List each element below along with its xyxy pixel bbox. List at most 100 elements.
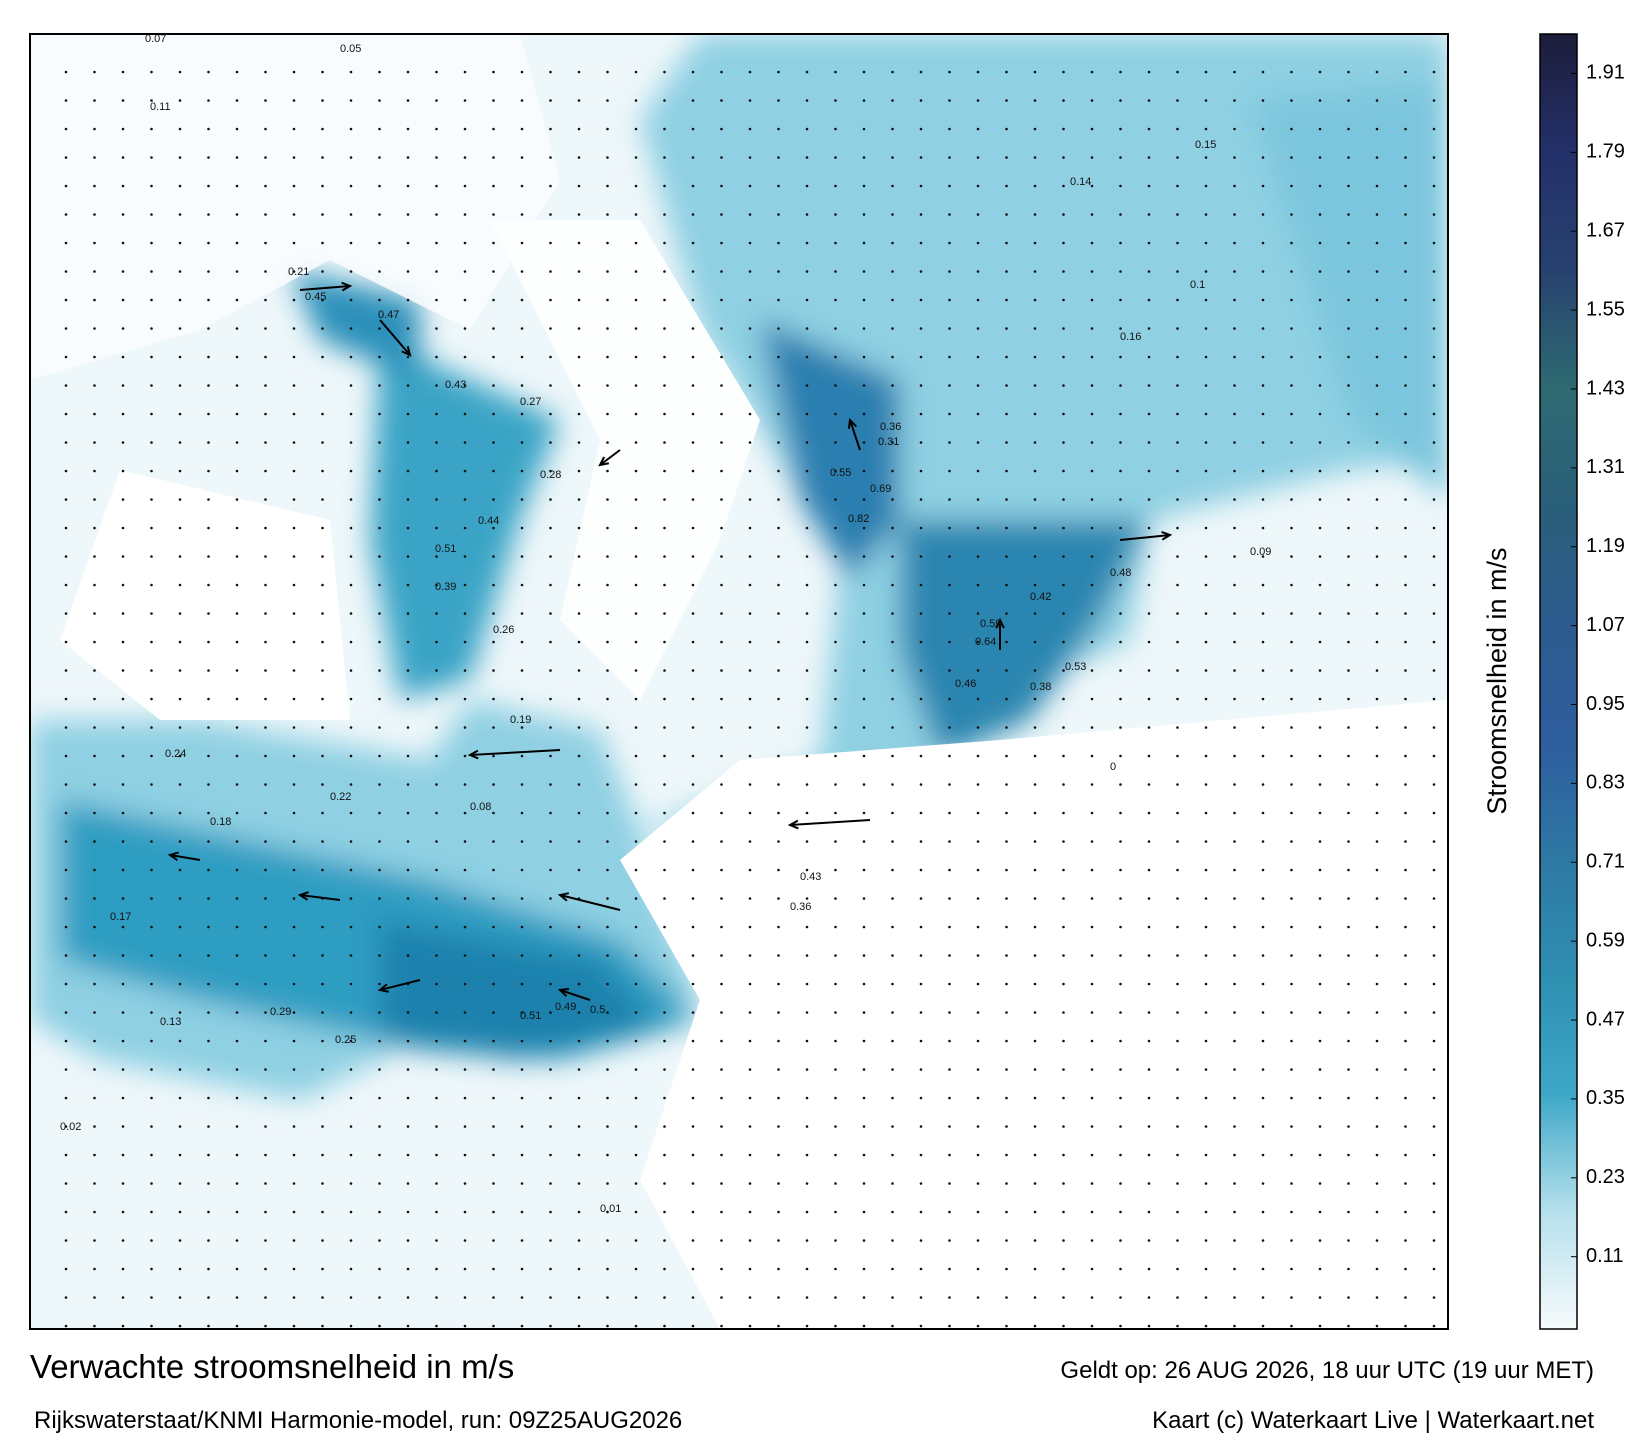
grid-dot [378,811,381,815]
grid-dot [1404,526,1407,530]
grid-dot [463,840,467,843]
grid-dot [805,669,809,672]
grid-dot [606,925,609,929]
grid-dot [435,156,438,159]
grid-dot [1090,498,1094,501]
grid-dot [150,1182,153,1185]
grid-dot [891,1068,894,1071]
grid-dot [463,156,467,159]
grid-dot [321,412,324,416]
grid-dot [663,1239,666,1242]
grid-dot [634,156,638,159]
grid-dot [235,184,239,188]
grid-dot [1347,498,1350,501]
grid-dot [606,327,609,330]
grid-dot [207,498,210,501]
grid-dot [691,526,695,530]
grid-dot [150,840,153,843]
grid-dot [64,1096,68,1100]
grid-dot [1176,1182,1179,1185]
grid-dot [805,1296,809,1299]
grid-dot [777,1011,780,1014]
grid-dot [1318,156,1322,159]
grid-dot [1375,1096,1379,1100]
grid-dot [378,241,381,245]
grid-dot [349,441,353,444]
grid-dot [1062,840,1065,843]
grid-dot [349,1210,353,1214]
grid-dot [1432,241,1436,245]
grid-dot [691,184,695,188]
grid-dot [549,1239,552,1242]
grid-dot [1375,213,1379,216]
grid-dot [207,1239,210,1242]
grid-dot [1233,897,1236,900]
grid-dot [64,555,68,558]
grid-dot [207,355,210,359]
grid-dot [463,669,467,672]
grid-dot [663,1296,666,1299]
grid-dot [321,70,324,74]
grid-dot [862,1210,866,1214]
current-arrow [849,419,861,451]
grid-dot [834,127,837,131]
grid-dot [207,469,210,473]
grid-dot [64,1182,68,1185]
grid-dot [1290,355,1293,359]
grid-dot [691,127,695,131]
grid-dot [634,1324,638,1328]
grid-dot [862,156,866,159]
grid-dot [207,441,210,444]
grid-dot [349,412,353,416]
grid-dot [948,1210,951,1214]
grid-dot [264,441,267,444]
grid-dot [93,99,96,102]
grid-dot [121,726,125,729]
grid-dot [634,327,638,330]
grid-dot [321,327,324,330]
grid-dot [577,1039,581,1043]
grid-dot [378,1011,381,1014]
grid-dot [976,70,980,74]
grid-dot [378,1296,381,1299]
grid-dot [1147,1239,1151,1242]
grid-dot [748,726,752,729]
grid-dot [1233,384,1236,387]
grid-dot [292,298,296,302]
grid-dot [577,156,581,159]
grid-dot [178,298,182,302]
grid-dot [777,1182,780,1185]
grid-dot [1290,811,1293,815]
grid-dot [1404,783,1407,786]
grid-dot [1005,498,1008,501]
grid-dot [1432,1125,1436,1128]
grid-dot [1147,640,1151,644]
grid-dot [1062,127,1065,131]
grid-dot [463,1125,467,1128]
grid-dot [862,868,866,872]
grid-dot [1261,726,1265,729]
grid-dot [748,555,752,558]
grid-dot [435,1324,438,1328]
grid-dot [235,840,239,843]
grid-dot [1375,99,1379,102]
grid-dot [663,355,666,359]
grid-dot [691,241,695,245]
grid-dot [1033,1324,1037,1328]
grid-dot [349,925,353,929]
grid-dot [1062,954,1065,957]
colorbar-tick-label: 0.47 [1586,1008,1625,1030]
grid-dot [862,355,866,359]
grid-dot [891,640,894,644]
grid-dot [919,754,923,758]
grid-dot [805,1267,809,1271]
grid-dot [577,412,581,416]
map-value-label: 0.24 [165,748,186,760]
grid-dot [1347,70,1350,74]
grid-dot [264,1239,267,1242]
grid-dot [919,925,923,929]
grid-dot [577,1096,581,1100]
map-value-label: 0.11 [150,101,171,113]
grid-dot [606,127,609,131]
